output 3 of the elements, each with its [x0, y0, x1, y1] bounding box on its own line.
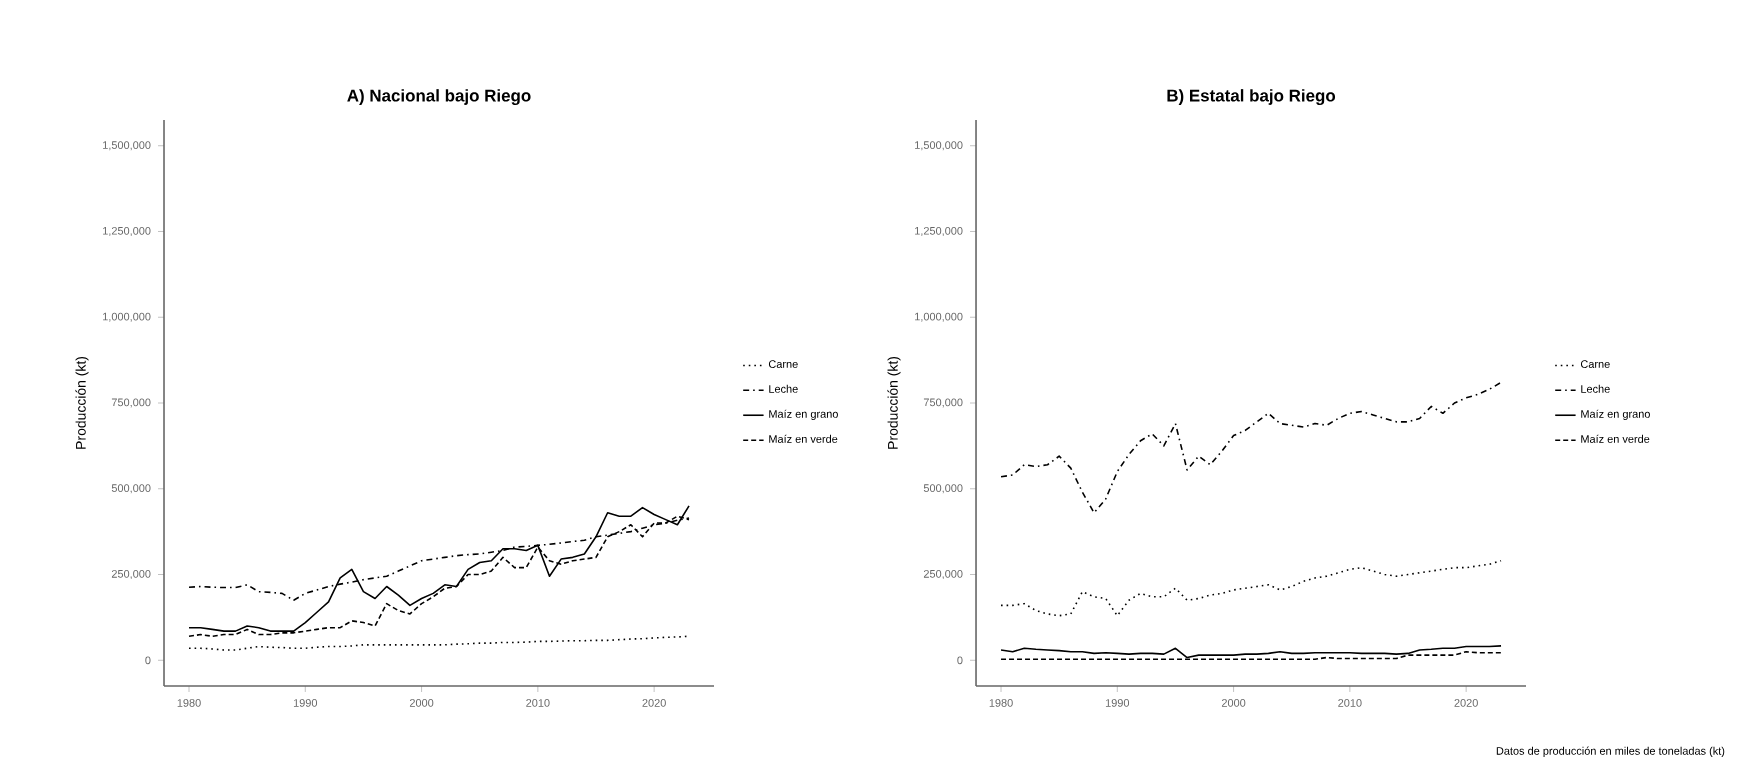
- line-series: [1000, 559, 1502, 617]
- chart-title: A) Nacional bajo Riego: [347, 89, 531, 105]
- chart-title: B) Estatal bajo Riego: [1167, 89, 1336, 105]
